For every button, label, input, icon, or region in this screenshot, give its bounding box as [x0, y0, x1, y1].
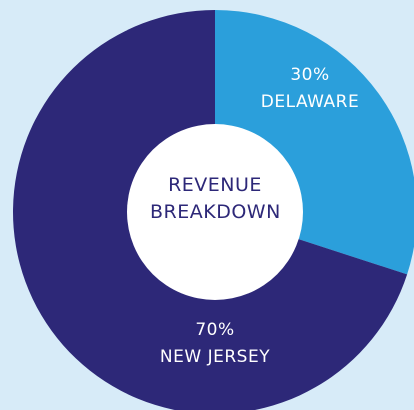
value-label: 70% — [195, 320, 234, 340]
value-label: 30% — [290, 65, 329, 85]
chart-title: REVENUE BREAKDOWN — [150, 174, 281, 223]
donut-hole — [127, 124, 303, 300]
category-label: NEW JERSEY — [160, 347, 270, 367]
category-label: DELAWARE — [261, 92, 359, 112]
